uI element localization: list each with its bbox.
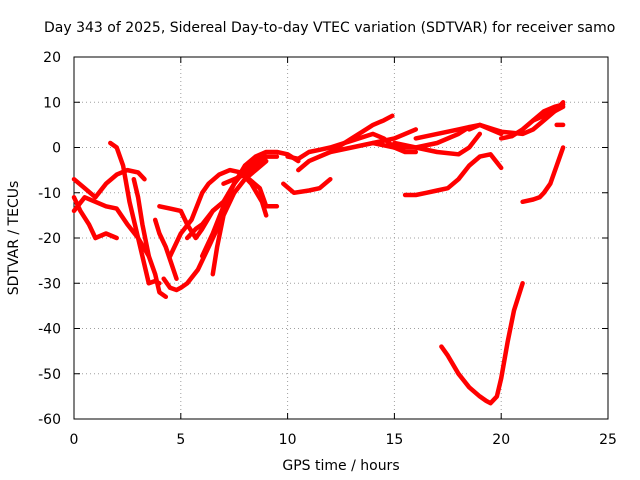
x-tick-label: 5 <box>176 432 185 448</box>
series-line-arc-12 <box>210 158 269 277</box>
y-tick-label: 10 <box>43 95 61 111</box>
grid-lines <box>74 57 608 419</box>
series-line-arc-11 <box>199 149 301 259</box>
series-line-arc-28 <box>439 281 525 406</box>
x-axis-label: GPS time / hours <box>282 458 399 474</box>
series-line-arc-15 <box>281 176 333 196</box>
y-tick-label: -50 <box>38 367 61 383</box>
series-line-arc-5 <box>131 176 152 259</box>
x-tick-label: 20 <box>492 432 510 448</box>
x-tick-label: 10 <box>279 432 297 448</box>
data-series <box>71 100 566 406</box>
series-line-arc-1 <box>71 167 147 200</box>
y-tick-label: -60 <box>38 412 61 428</box>
series-line-arc-27 <box>520 145 566 205</box>
series-line-arc-21 <box>413 124 472 141</box>
series-line-arc-4 <box>108 140 162 286</box>
series-line-arc-20 <box>392 131 483 157</box>
x-tick-label: 0 <box>70 432 79 448</box>
series-line-arc-26 <box>402 152 504 198</box>
x-tick-label: 25 <box>599 432 617 448</box>
y-tick-label: -40 <box>38 322 61 338</box>
y-tick-label: 20 <box>43 50 61 66</box>
y-tick-label: 0 <box>52 141 61 157</box>
chart-title: Day 343 of 2025, Sidereal Day-to-day VTE… <box>44 20 615 36</box>
series-line-arc-17 <box>296 113 395 173</box>
series-line-arc-14 <box>246 176 280 209</box>
y-tick-label: -10 <box>38 186 61 202</box>
series-line-arc-6 <box>152 217 179 281</box>
y-tick-label: -30 <box>38 276 61 292</box>
series-line-arc-2 <box>71 195 119 241</box>
series-line-arc-18 <box>328 127 419 155</box>
y-tick-label: -20 <box>38 231 61 247</box>
series-line-arc-13 <box>221 154 280 186</box>
y-axis-label: SDTVAR / TECUs <box>6 181 22 296</box>
axis-ticks: 0 5 10 15 20 25 -60 -50 -40 -30 -20 -10 0 10 20 <box>38 50 617 448</box>
series-line-arc-24 <box>530 104 566 123</box>
x-tick-label: 15 <box>385 432 403 448</box>
